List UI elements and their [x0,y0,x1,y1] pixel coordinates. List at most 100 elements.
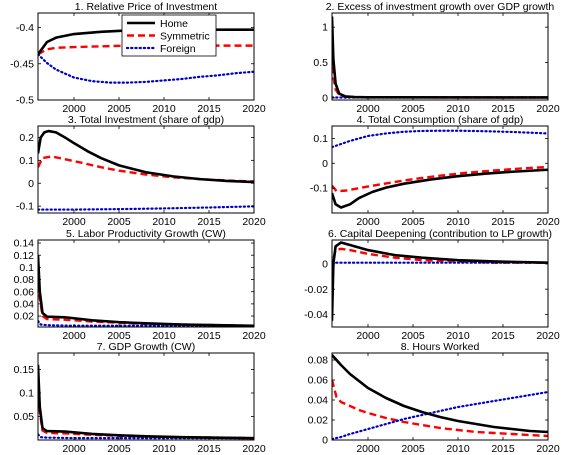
x-tick-label: 2005 [107,103,131,115]
x-tick-label: 2005 [107,330,131,342]
y-tick-label: 0.04 [14,298,35,310]
foreign-series-line [38,53,254,84]
foreign-series-line [38,433,254,440]
panel-6: 2000 2005 2010 2015 2020 0 -0.02 -0.04 6. Capita… [304,228,560,342]
x-tick-label: 2020 [242,330,266,342]
x-tick-label: 2020 [242,443,266,455]
symmetric-series-line [38,44,254,56]
y-tick-label: -0.1 [310,183,328,195]
home-series-line [38,255,254,327]
x-tick-label: 2000 [62,443,86,455]
axes-frame [37,352,255,441]
y-tick-label: 0.05 [14,411,35,423]
foreign-series-line [332,390,548,440]
y-tick-label: -0.04 [304,309,328,321]
axes-frame [37,125,255,214]
panel-5: 2000 2005 2010 2015 20200.140.120.10.080.060… [14,228,266,342]
panel-2: 2000 2005 2010 2015 2020 1 0.5 0 2. Excess of in… [313,1,559,115]
x-tick-label: 2010 [446,443,470,455]
panel-4: 2000 2005 2010 2015 2020 0.1 0 -0.1 4. Total Con… [310,114,560,228]
x-tick-label: 2000 [62,216,86,228]
y-tick-label: 0.08 [308,355,329,367]
foreign-series-line [38,205,254,211]
axes-frame [331,125,549,214]
x-tick-label: 2000 [356,443,380,455]
x-tick-label: 2005 [401,330,425,342]
axes-frame [331,239,549,328]
x-tick-label: 2015 [491,103,515,115]
symmetric-series-line [38,261,254,327]
x-tick-label: 2010 [152,443,176,455]
home-series-line [38,364,254,440]
x-tick-label: 2010 [446,216,470,228]
symmetric-series-line [38,374,254,440]
y-tick-label: 0.12 [14,250,35,262]
y-tick-label: -0.4 [16,22,34,34]
x-tick-label: 2015 [491,443,515,455]
x-tick-label: 2020 [242,103,266,115]
x-tick-label: 2010 [446,103,470,115]
foreign-series-line [332,129,548,149]
y-tick-label: 0.06 [308,375,329,387]
x-tick-label: 2005 [401,443,425,455]
foreign-series-line [38,319,254,327]
x-tick-label: 2015 [197,216,221,228]
x-tick-label: 2020 [536,216,560,228]
panel-1: 2000 2005 2010 2015 2020 -0.4 -0.45 -0.5 1. Rela… [10,1,266,115]
x-tick-label: 2010 [446,330,470,342]
panel-title: 4. Total Consumption (share of gdp) [357,114,524,126]
symmetric-series-line [38,155,254,183]
y-tick-label: 0.06 [14,286,35,298]
panel-title: 6. Capital Deepening (contribution to LP… [328,228,552,240]
x-tick-label: 2000 [356,330,380,342]
axes-frame [37,239,255,328]
x-tick-label: 2005 [107,443,131,455]
y-tick-label: 0.08 [14,274,35,286]
y-tick-label: 0.2 [19,132,34,144]
y-tick-label: 0.1 [19,388,34,400]
legend-label-foreign: Foreign [160,43,196,55]
panel-title: 5. Labor Productivity Growth (CW) [66,228,226,240]
x-tick-label: 2000 [62,103,86,115]
panel-3: 2000 2005 2010 2015 2020 0.2 0.1 0 -0.1 3. Total … [16,114,266,228]
y-tick-label: -0.02 [304,284,328,296]
x-tick-label: 2000 [62,330,86,342]
home-series-line [38,129,254,184]
x-tick-label: 2005 [107,216,131,228]
y-tick-label: 0.5 [313,57,328,69]
y-tick-label: 0.04 [308,395,329,407]
panel-8: 2000 2005 2010 2015 2020 0.08 0.06 0.04 0.02 0 8. … [308,341,560,455]
y-tick-label: 0.1 [313,133,328,145]
legend-label-home: Home [160,18,188,30]
y-tick-label: 0 [322,158,328,170]
home-series-line [332,354,548,434]
panel-title: 2. Excess of investment growth over GDP … [326,1,555,13]
y-tick-label: -0.45 [10,58,34,70]
y-tick-label: 0 [322,259,328,271]
x-tick-label: 2020 [536,443,560,455]
panel-title: 8. Hours Worked [401,341,480,353]
y-tick-label: 0.15 [14,364,35,376]
y-tick-label: -0.5 [16,95,34,107]
axes-frame [37,12,255,101]
y-tick-label: 0.1 [19,262,34,274]
x-tick-label: 2005 [401,103,425,115]
y-tick-label: 0.02 [308,415,329,427]
x-tick-label: 2015 [491,330,515,342]
x-tick-label: 2000 [356,103,380,115]
x-tick-label: 2015 [197,103,221,115]
y-tick-label: 0 [322,92,328,104]
y-tick-label: 0.1 [19,155,34,167]
x-tick-label: 2005 [401,216,425,228]
legend-label-symmetric: Symmetric [160,30,210,42]
x-tick-label: 2010 [152,216,176,228]
x-tick-label: 2015 [491,216,515,228]
panel-7: 2000 2005 2010 2015 2020 0.15 0.1 0.05 7. GDP Gr… [14,341,266,455]
home-series-line [332,16,548,99]
x-tick-label: 2020 [536,103,560,115]
y-tick-label: 0 [28,178,34,190]
x-tick-label: 2020 [536,330,560,342]
